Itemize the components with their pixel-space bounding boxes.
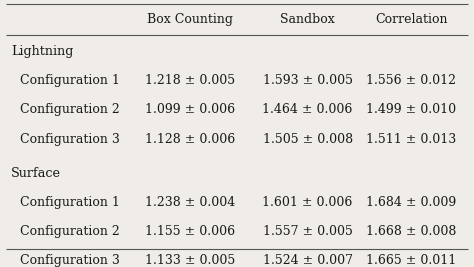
Text: 1.601 ± 0.006: 1.601 ± 0.006 xyxy=(263,196,353,209)
Text: 1.511 ± 0.013: 1.511 ± 0.013 xyxy=(366,132,456,146)
Text: Configuration 2: Configuration 2 xyxy=(20,104,120,116)
Text: Configuration 2: Configuration 2 xyxy=(20,225,120,238)
Text: 1.668 ± 0.008: 1.668 ± 0.008 xyxy=(366,225,456,238)
Text: Configuration 3: Configuration 3 xyxy=(20,132,120,146)
Text: 1.218 ± 0.005: 1.218 ± 0.005 xyxy=(145,74,235,88)
Text: Box Counting: Box Counting xyxy=(147,13,233,26)
Text: 1.238 ± 0.004: 1.238 ± 0.004 xyxy=(145,196,235,209)
Text: 1.133 ± 0.005: 1.133 ± 0.005 xyxy=(145,254,235,267)
Text: 1.099 ± 0.006: 1.099 ± 0.006 xyxy=(145,104,235,116)
Text: 1.593 ± 0.005: 1.593 ± 0.005 xyxy=(263,74,353,88)
Text: 1.505 ± 0.008: 1.505 ± 0.008 xyxy=(263,132,353,146)
Text: 1.464 ± 0.006: 1.464 ± 0.006 xyxy=(263,104,353,116)
Text: Surface: Surface xyxy=(11,167,61,180)
Text: Configuration 1: Configuration 1 xyxy=(20,196,120,209)
Text: Sandbox: Sandbox xyxy=(280,13,335,26)
Text: Correlation: Correlation xyxy=(375,13,447,26)
Text: Configuration 3: Configuration 3 xyxy=(20,254,120,267)
Text: 1.665 ± 0.011: 1.665 ± 0.011 xyxy=(366,254,456,267)
Text: 1.556 ± 0.012: 1.556 ± 0.012 xyxy=(366,74,456,88)
Text: 1.684 ± 0.009: 1.684 ± 0.009 xyxy=(366,196,456,209)
Text: 1.524 ± 0.007: 1.524 ± 0.007 xyxy=(263,254,353,267)
Text: Lightning: Lightning xyxy=(11,45,73,58)
Text: 1.557 ± 0.005: 1.557 ± 0.005 xyxy=(263,225,353,238)
Text: 1.128 ± 0.006: 1.128 ± 0.006 xyxy=(145,132,235,146)
Text: Configuration 1: Configuration 1 xyxy=(20,74,120,88)
Text: 1.155 ± 0.006: 1.155 ± 0.006 xyxy=(145,225,235,238)
Text: 1.499 ± 0.010: 1.499 ± 0.010 xyxy=(366,104,456,116)
